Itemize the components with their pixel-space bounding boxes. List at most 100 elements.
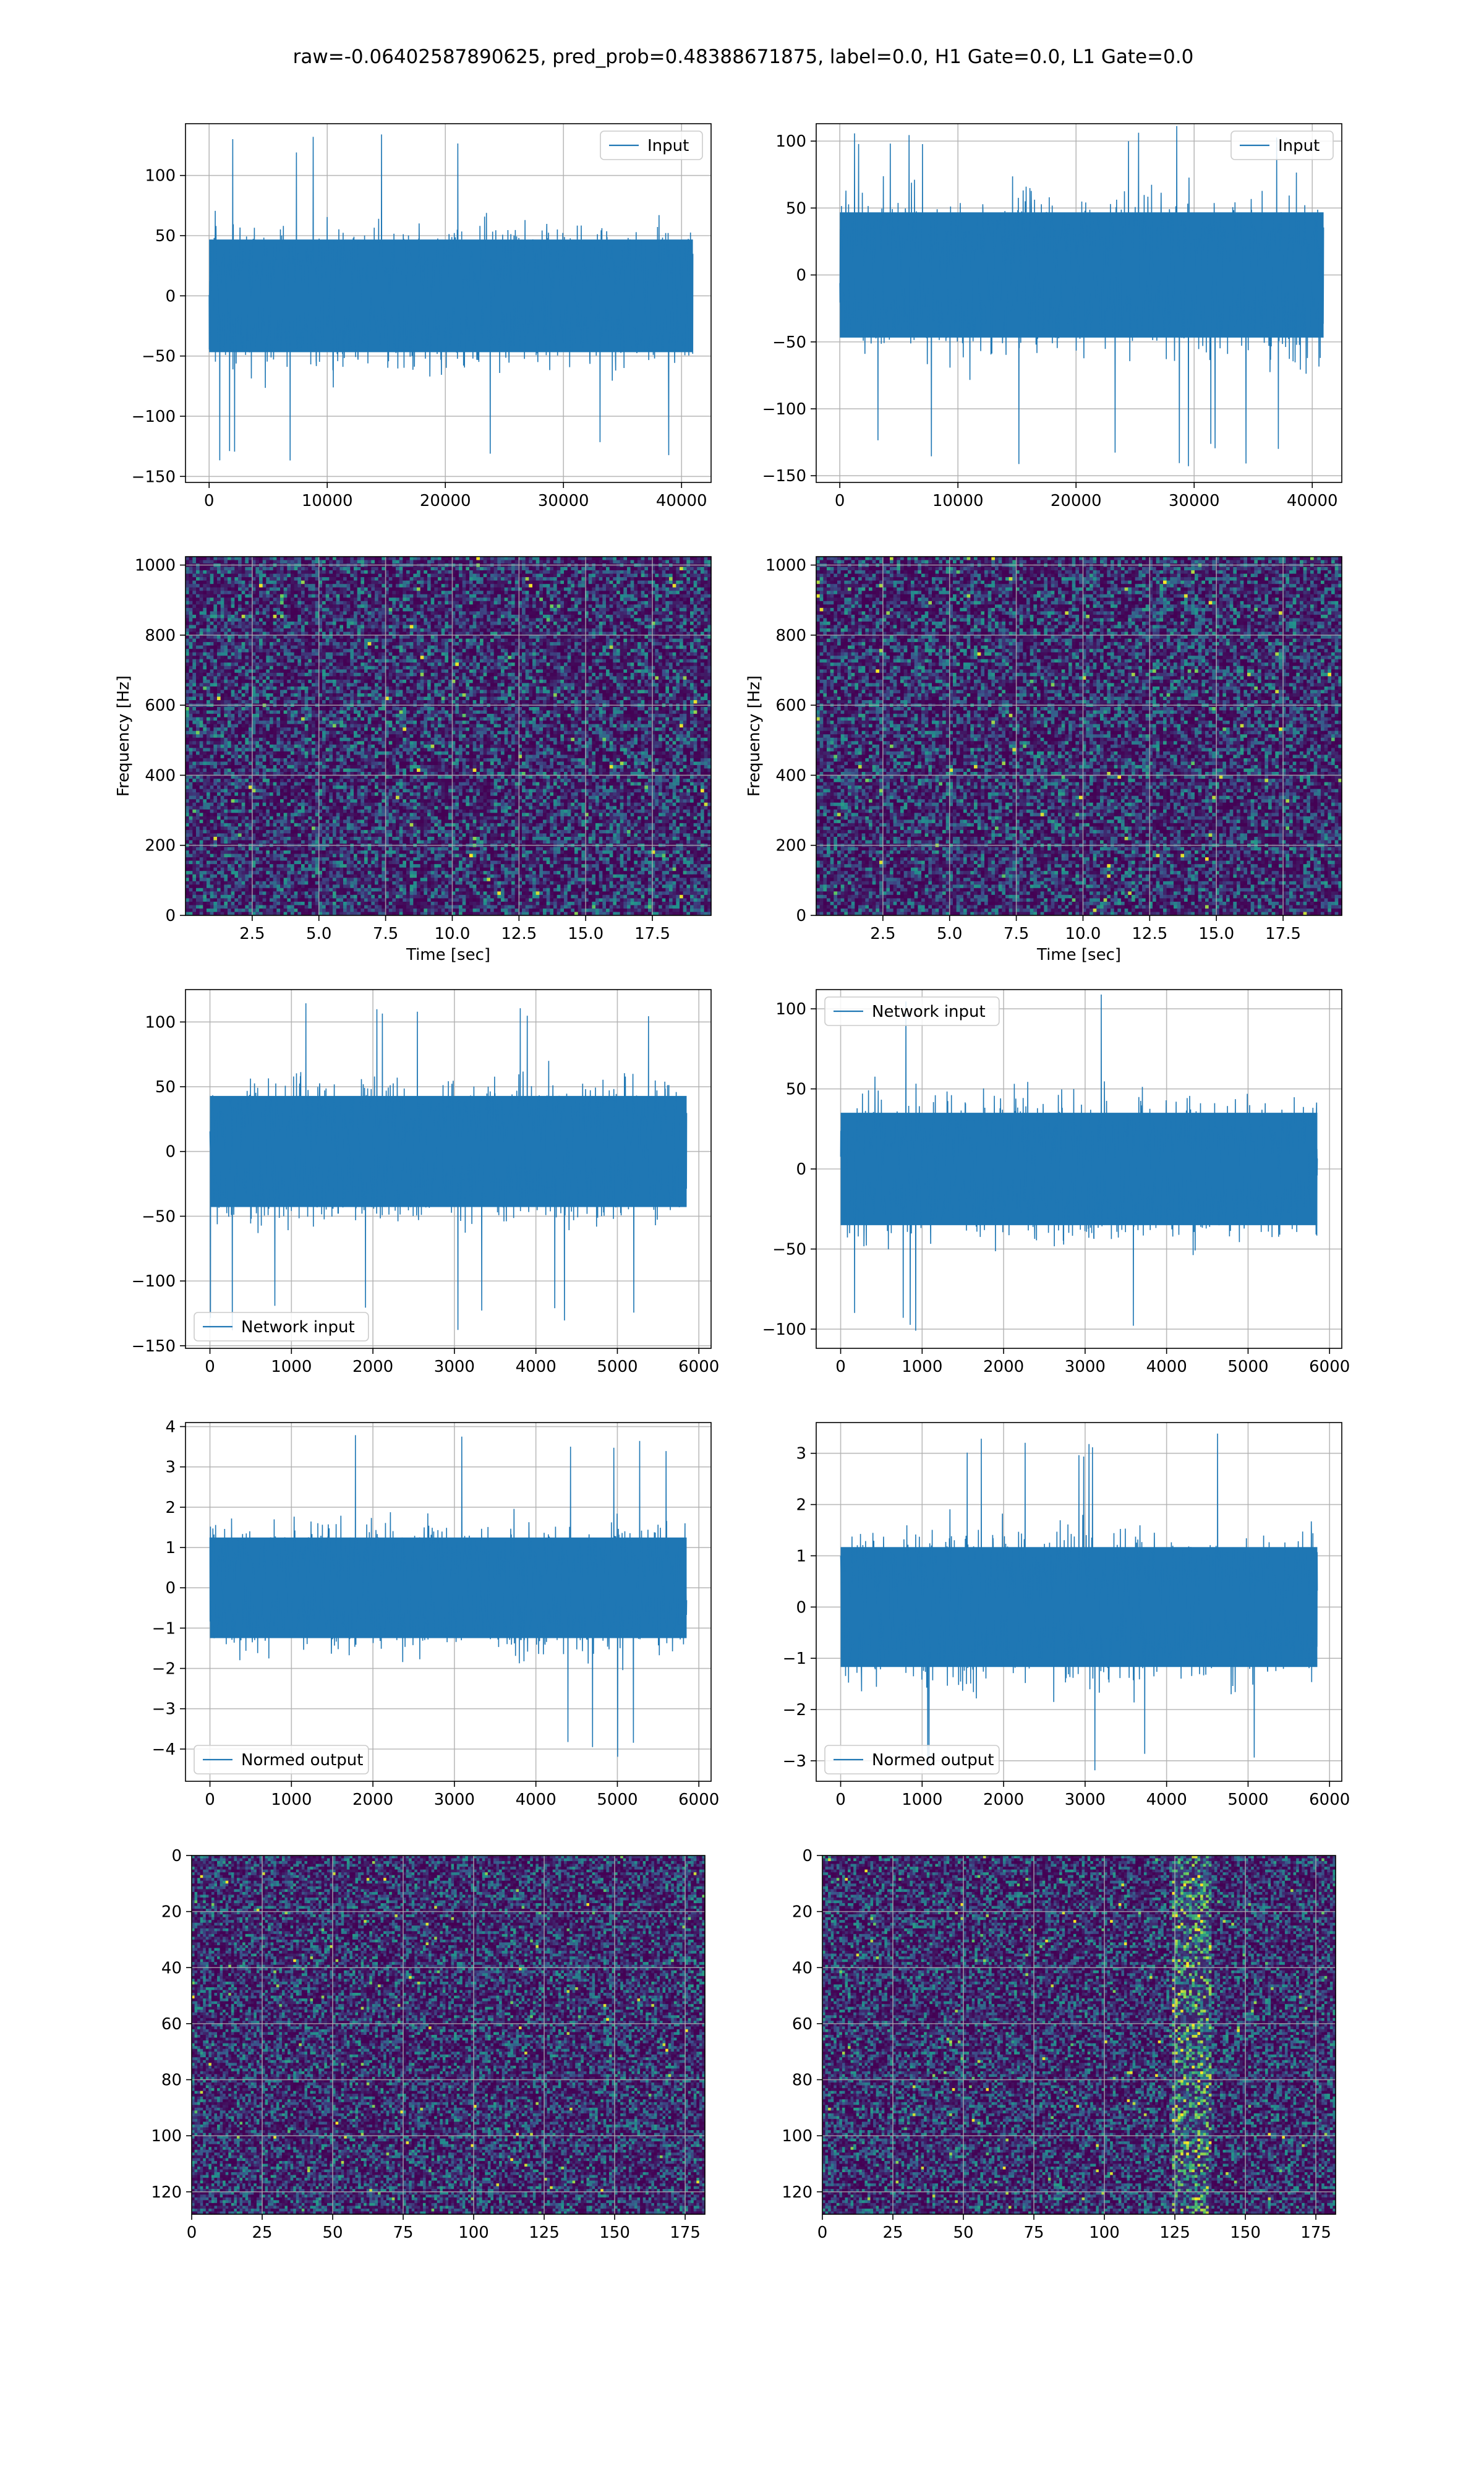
heatmap-cell <box>578 560 582 564</box>
heatmap-cell <box>487 560 490 564</box>
heatmap-cell <box>357 557 361 560</box>
y-tick-label: 0 <box>796 267 806 285</box>
heatmap-cell <box>263 581 267 584</box>
heatmap-cell <box>329 570 333 574</box>
heatmap-cell <box>476 577 480 581</box>
heatmap-cell <box>578 574 582 578</box>
heatmap-cell <box>305 574 309 578</box>
heatmap-cell <box>631 567 634 571</box>
heatmap-cell <box>445 557 448 560</box>
heatmap-cell <box>213 560 217 564</box>
heatmap-cell <box>511 577 515 581</box>
heatmap-cell <box>297 577 301 581</box>
heatmap-cell <box>291 560 294 564</box>
heatmap-cell <box>602 567 606 571</box>
heatmap-cell <box>673 581 676 584</box>
heatmap-cell <box>557 557 561 560</box>
heatmap-cell <box>599 574 603 578</box>
heatmap-cell <box>375 557 378 560</box>
heatmap-cell <box>459 581 463 584</box>
heatmap-cell <box>263 584 267 588</box>
heatmap-cell <box>631 560 634 564</box>
heatmap-cell <box>574 567 578 571</box>
heatmap-cell <box>308 581 312 584</box>
heatmap-cell <box>595 560 599 564</box>
heatmap-cell <box>644 557 648 560</box>
heatmap-cell <box>631 574 634 578</box>
heatmap-cell <box>371 581 375 584</box>
heatmap-cell <box>697 560 701 564</box>
heatmap-cell <box>297 557 301 560</box>
heatmap-cell <box>623 570 627 574</box>
heatmap-cell <box>574 570 578 574</box>
heatmap-cell <box>434 570 438 574</box>
heatmap-cell <box>270 577 273 581</box>
heatmap-cell <box>301 574 305 578</box>
heatmap-cell <box>403 570 406 574</box>
y-tick-label: 50 <box>786 199 806 218</box>
heatmap-cell <box>354 567 357 571</box>
heatmap-cell <box>242 584 245 588</box>
heatmap-cell <box>694 574 697 578</box>
heatmap-cell <box>505 574 508 578</box>
heatmap-cell <box>515 584 519 588</box>
heatmap-cell <box>476 570 480 574</box>
heatmap-cell <box>403 560 406 564</box>
heatmap-cell <box>312 581 315 584</box>
heatmap-cell <box>427 567 431 571</box>
heatmap-cell <box>297 584 301 588</box>
heatmap-cell <box>634 567 638 571</box>
heatmap-cell <box>644 567 648 571</box>
heatmap-cell <box>676 570 680 574</box>
y-tick-label: 100 <box>145 167 176 186</box>
heatmap-cell <box>196 584 200 588</box>
heatmap-cell <box>550 557 553 560</box>
heatmap-cell <box>613 560 616 564</box>
heatmap-cell <box>245 574 249 578</box>
heatmap-cell <box>200 570 203 574</box>
heatmap-cell <box>648 581 652 584</box>
heatmap-cell <box>505 577 508 581</box>
heatmap-cell <box>186 581 189 584</box>
heatmap-cell <box>511 581 515 584</box>
heatmap-cell <box>375 581 378 584</box>
heatmap-cell <box>200 560 203 564</box>
heatmap-cell <box>644 560 648 564</box>
heatmap-cell <box>662 557 666 560</box>
heatmap-cell <box>336 577 340 581</box>
heatmap-cell <box>291 574 294 578</box>
heatmap-cell <box>578 567 582 571</box>
heatmap-cell <box>200 584 203 588</box>
heatmap-cell <box>568 581 571 584</box>
heatmap-cell <box>276 588 280 591</box>
heatmap-cell <box>463 567 466 571</box>
heatmap-cell <box>610 584 613 588</box>
heatmap-cell <box>476 574 480 578</box>
heatmap-cell <box>420 584 424 588</box>
heatmap-cell <box>595 581 599 584</box>
heatmap-cell <box>350 560 354 564</box>
heatmap-cell <box>224 574 228 578</box>
x-tick-label: 10000 <box>932 492 984 510</box>
heatmap-cell <box>539 560 543 564</box>
heatmap-cell <box>280 570 284 574</box>
heatmap-cell <box>469 574 473 578</box>
heatmap-cell <box>508 574 511 578</box>
heatmap-cell <box>347 577 351 581</box>
heatmap-cell <box>287 584 291 588</box>
heatmap-cell <box>343 557 347 560</box>
heatmap-cell <box>602 560 606 564</box>
heatmap-cell <box>665 570 669 574</box>
heatmap-cell <box>448 560 452 564</box>
heatmap-cell <box>382 560 385 564</box>
heatmap-cell <box>529 570 532 574</box>
heatmap-cell <box>532 584 536 588</box>
heatmap-cell <box>631 557 634 560</box>
heatmap-cell <box>610 574 613 578</box>
heatmap-cell <box>228 574 231 578</box>
heatmap-cell <box>417 570 420 574</box>
heatmap-cell <box>627 560 631 564</box>
heatmap-cell <box>690 557 694 560</box>
heatmap-cell <box>186 557 189 560</box>
heatmap-cell <box>557 574 561 578</box>
